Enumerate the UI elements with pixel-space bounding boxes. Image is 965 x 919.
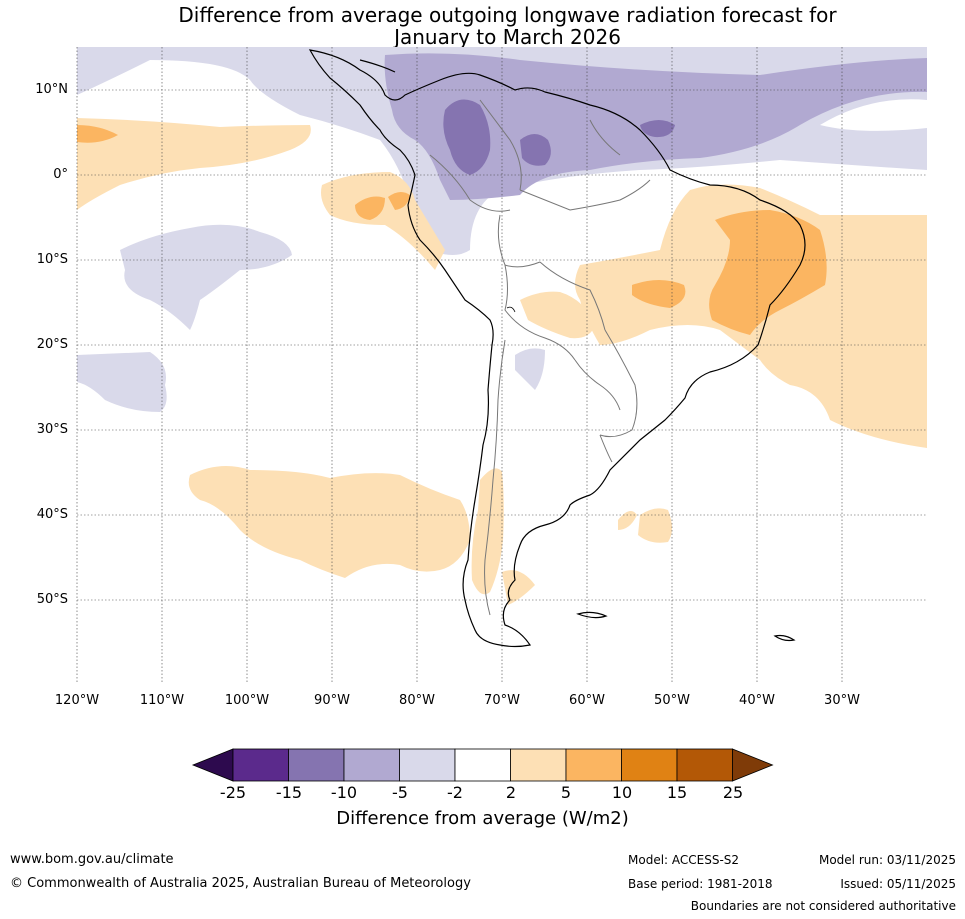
lon-label: 110°W [139,693,185,708]
lat-label: 20°S [36,337,68,352]
contour-neg-light-pacific-1 [120,224,292,330]
colorbar-tick: 15 [666,783,688,802]
map-title-line2: January to March 2026 [394,25,621,49]
lat-label: 50°S [36,592,68,607]
colorbar-segment [343,748,400,782]
contour-pos-light-south-pacific [188,466,470,578]
colorbar-tick: -25 [219,783,247,802]
model-text: Model: ACCESS-S2 [628,853,740,867]
colorbar-tick: -5 [392,783,408,802]
lat-label: 30°S [36,422,68,437]
contour-pos-mid-ecuador [355,196,385,220]
colorbar-arrow-max [732,748,774,782]
colorbar-tick: -15 [275,783,303,802]
colorbar-tick: 2 [505,783,517,802]
colorbar-segment [676,748,733,782]
colorbar-tick: -10 [330,783,358,802]
colorbar-arrow-min [191,748,234,782]
colorbar-segment [399,748,456,782]
lon-label: 70°W [484,693,520,708]
website-link[interactable]: www.bom.gov.au/climate [10,852,174,867]
map-title-line1: Difference from average outgoing longwav… [178,3,837,27]
contour-pos-light-patagonia [471,468,504,595]
contour-pos-mid-west-pacific [77,125,118,143]
map-title: Difference from average outgoing longwav… [0,4,965,48]
contour-neg-light-land [515,348,545,390]
colorbar-tick: 25 [722,783,744,802]
contour-pos-light-atlantic [638,508,672,543]
lon-label: 40°W [739,693,775,708]
lon-label: 60°W [569,693,605,708]
colorbar-segment [454,748,511,782]
gridlines [76,47,927,684]
lat-label: 40°S [36,507,68,522]
contour-neg-strong-1 [443,99,491,175]
colorbar-label: Difference from average (W/m2) [336,808,629,829]
lake-titicaca [506,306,516,313]
colorbar [191,748,774,782]
contour-pos-mid-brazil-2 [632,280,686,308]
colorbar-segment [621,748,678,782]
contour-pos-light-pacific-north [77,118,311,210]
colorbar-tick: 10 [611,783,633,802]
lat-label: 10°N [35,82,68,97]
copyright-text: © Commonwealth of Australia 2025, Austra… [10,876,471,891]
colorbar-segment [565,748,622,782]
lat-label: 0° [53,167,68,182]
issued-text: Issued: 05/11/2025 [840,877,956,891]
contour-pos-light-atlantic-2 [618,511,637,530]
contour-pos-light-bolivia [520,291,595,339]
south-georgia [773,634,796,642]
contour-pos-light-eq [321,172,445,270]
anomaly-contours [77,47,927,605]
caribbean-coast [359,59,396,73]
base-period-text: Base period: 1981-2018 [628,877,773,891]
falklands [576,611,608,619]
lon-label: 50°W [654,693,690,708]
colorbar-segment [232,748,289,782]
contour-neg-strong-3 [640,120,675,138]
contour-pos-light-argentina-south [502,570,535,605]
contour-pos-mid-ecuador-2 [388,191,410,210]
contour-neg-light-pacific-2 [77,352,167,412]
contour-neg-strong-2 [520,134,551,166]
colorbar-tick: 5 [560,783,572,802]
national-boundaries [429,99,651,616]
south-america-coastline [308,49,806,648]
lon-label: 120°W [54,693,100,708]
colorbar-segment [510,748,567,782]
disclaimer-text: Boundaries are not considered authoritat… [690,899,956,913]
lon-label: 100°W [224,693,270,708]
colorbar-tick: -2 [447,783,463,802]
lon-label: 90°W [314,693,350,708]
contour-pos-mid-brazil [709,210,827,335]
model-run-text: Model run: 03/11/2025 [818,853,956,867]
coastlines [308,49,806,648]
colorbar-segment [288,748,345,782]
lat-label: 10°S [36,252,68,267]
lon-label: 80°W [399,693,435,708]
lon-label: 30°W [824,693,860,708]
